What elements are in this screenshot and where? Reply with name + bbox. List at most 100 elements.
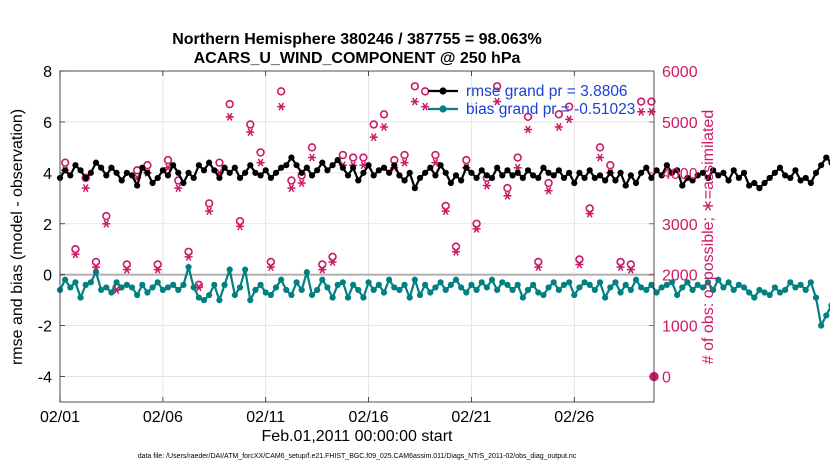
obs-possible-point (534, 257, 543, 267)
bias-point (699, 284, 706, 291)
rmse-point (67, 172, 74, 179)
bias-point (396, 286, 403, 294)
obs-assimilated-point (554, 123, 563, 132)
asterisk-stroke (432, 158, 439, 167)
y-tick-label-left: 4 (43, 166, 52, 183)
y-tick-label-right: 1000 (662, 319, 698, 336)
rmse-point (684, 174, 691, 182)
bias-point (607, 284, 614, 291)
bias-point (226, 266, 233, 273)
rmse-point (504, 167, 511, 174)
chart-title-line2: ACARS_U_WIND_COMPONENT @ 250 hPa (194, 50, 521, 67)
bias-point (144, 289, 151, 296)
rmse-point (216, 174, 223, 182)
obs-possible-point (225, 99, 234, 109)
axis-ticks (59, 70, 654, 402)
obs-possible-point (379, 110, 389, 119)
asterisk-stroke (442, 207, 449, 216)
asterisk-stroke (648, 107, 655, 116)
x-tick-label: 02/16 (349, 409, 389, 426)
bias-point (545, 284, 552, 291)
asterisk-stroke (597, 153, 603, 162)
bias-point (113, 279, 120, 286)
rmse-point (185, 169, 192, 176)
bias-point (108, 289, 115, 296)
bias-point (735, 281, 742, 288)
bias-point (473, 286, 480, 294)
bias-point (499, 279, 506, 286)
asterisk-stroke (185, 252, 192, 261)
legend-bias-label: bias grand pr = -0.51023 (466, 101, 635, 118)
bias-point (458, 284, 465, 291)
rmse-point (308, 172, 316, 179)
asterisk-stroke (484, 181, 490, 190)
rmse-point (782, 172, 789, 179)
y-tick-label-left: -2 (38, 319, 52, 336)
bias-point (689, 286, 696, 294)
rmse-point (483, 172, 490, 179)
rmse-point (617, 169, 624, 176)
bias-point (293, 279, 300, 286)
legend-rmse-label: rmse grand pr = 3.8806 (466, 83, 628, 100)
rmse-point (370, 172, 377, 179)
obs-possible-point (544, 178, 553, 188)
obs-assimilated-point (503, 191, 512, 200)
bias-point (360, 294, 367, 301)
rmse-point (422, 169, 429, 176)
asterisk-stroke (370, 133, 377, 142)
rmse-point (720, 169, 727, 176)
obs-assimilated-point (318, 265, 327, 274)
bias-point (463, 289, 470, 296)
rmse-point (195, 162, 202, 169)
bias-point (103, 284, 110, 291)
rmse-point (278, 164, 285, 171)
bias-point (247, 297, 254, 304)
bias-point (272, 284, 280, 291)
obs-possible-point (410, 82, 420, 91)
asterisk-stroke (154, 265, 161, 274)
bias-point (653, 289, 660, 296)
bias-point (437, 279, 444, 286)
bias-point (257, 281, 264, 288)
obs-assimilated-point (297, 179, 306, 188)
rmse-point (442, 169, 449, 176)
obs-assimilated-point (256, 158, 265, 167)
rmse-point (447, 179, 454, 187)
rmse-point (432, 172, 439, 179)
rmse-point (272, 169, 280, 176)
obs-possible-point (647, 97, 656, 106)
rmse-point (823, 154, 830, 161)
rmse-point (478, 167, 485, 174)
rmse-point (386, 169, 393, 176)
obs-possible-point (431, 150, 440, 160)
rmse-point (437, 162, 444, 169)
rmse-point (756, 185, 763, 192)
asterisk-stroke (82, 184, 89, 193)
rmse-point (776, 164, 784, 171)
rmse-point (257, 172, 264, 179)
rmse-point (262, 167, 269, 174)
bias-point (200, 297, 208, 304)
obs-possible-point (91, 257, 101, 267)
bias-point (792, 284, 799, 291)
rmse-point (267, 174, 274, 182)
bias-point (782, 286, 789, 294)
bias-point (694, 281, 701, 288)
rmse-point (550, 172, 557, 179)
asterisk-stroke (504, 191, 511, 200)
asterisk-stroke (494, 97, 500, 106)
bias-point (812, 294, 820, 301)
asterisk-stroke (535, 263, 542, 272)
obs-assimilated-point (369, 133, 378, 142)
bias-point (679, 284, 686, 291)
bias-point (314, 286, 321, 294)
rmse-point (344, 172, 352, 179)
obs-assimilated-point (534, 263, 543, 272)
obs-assimilated-point (400, 158, 409, 167)
bias-point (278, 276, 285, 283)
obs-assimilated-point (122, 265, 131, 274)
bias-point (560, 281, 568, 288)
rmse-point (139, 164, 146, 171)
bias-point (648, 281, 655, 288)
legend-bias-marker (439, 105, 447, 113)
